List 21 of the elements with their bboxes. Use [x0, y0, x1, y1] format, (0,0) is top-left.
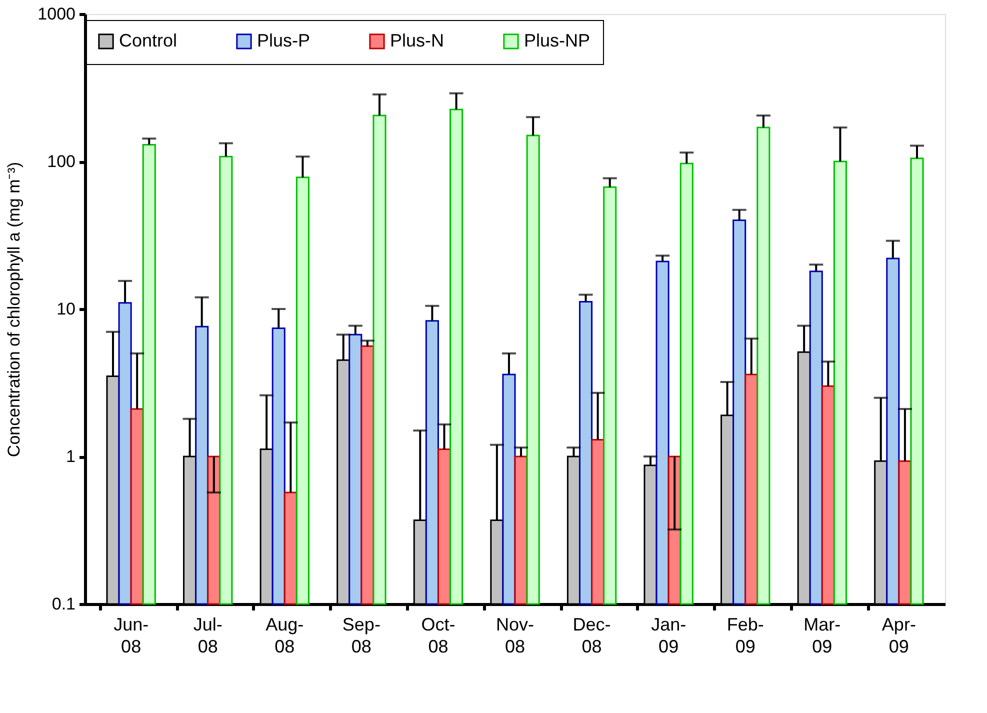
x-tick-label: Jul-08: [193, 614, 222, 656]
legend-label: Plus-NP: [524, 30, 590, 50]
x-tick-label: Feb-09: [726, 614, 764, 656]
x-tick-label: Jan-09: [651, 614, 686, 656]
y-tick-label: 10: [56, 300, 76, 318]
x-tick-label: Aug-08: [266, 614, 304, 656]
y-tick-label: 1: [66, 447, 76, 466]
x-tick-label: Sep-08: [342, 614, 380, 656]
x-tick-label: Oct-08: [421, 614, 456, 656]
y-tick-label: 1000: [38, 4, 76, 24]
legend-label: Plus-N: [390, 30, 444, 50]
x-tick-label: Mar-09: [804, 614, 841, 656]
y-axis-title: Concentration of chlorophyll a (mg m⁻³): [4, 162, 24, 458]
x-tick-label: Nov-08: [496, 614, 534, 656]
legend-label: Control: [119, 30, 178, 50]
x-tick-label: Apr-09: [882, 614, 916, 656]
x-tick-label: Dec-08: [572, 614, 611, 656]
y-tick-label: 0.1: [52, 594, 76, 614]
y-tick-label: 100: [47, 152, 76, 171]
x-tick-label: Jun-08: [114, 614, 149, 656]
legend-label: Plus-P: [257, 30, 310, 50]
